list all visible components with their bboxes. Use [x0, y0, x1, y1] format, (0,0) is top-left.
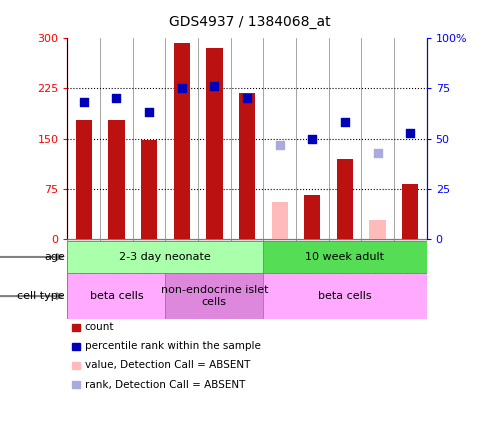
Bar	[67, 241, 263, 273]
Point	[211, 83, 219, 90]
Point	[178, 85, 186, 92]
Text: GSM1146036: GSM1146036	[243, 246, 251, 306]
Bar	[271, 202, 288, 239]
Bar	[337, 159, 353, 239]
Text: age: age	[44, 252, 65, 262]
Point	[341, 119, 349, 126]
Text: beta cells: beta cells	[89, 291, 143, 301]
Bar	[402, 184, 419, 239]
Bar	[75, 120, 92, 239]
Bar	[369, 220, 386, 239]
Bar	[174, 43, 190, 239]
Point	[275, 141, 283, 148]
Bar	[206, 48, 223, 239]
Text: beta cells: beta cells	[318, 291, 372, 301]
Bar	[198, 239, 231, 294]
Bar	[133, 239, 165, 294]
Text: GSM1146033: GSM1146033	[145, 246, 154, 306]
Text: GDS4937 / 1384068_at: GDS4937 / 1384068_at	[169, 15, 330, 29]
Text: GSM1146034: GSM1146034	[177, 246, 186, 306]
Point	[112, 95, 120, 102]
Point	[406, 129, 414, 136]
Bar	[67, 273, 165, 319]
Bar	[329, 239, 361, 294]
Text: GSM1146026: GSM1146026	[275, 246, 284, 306]
Bar	[67, 239, 100, 294]
Text: GSM1146029: GSM1146029	[373, 246, 382, 306]
Text: 2-3 day neonate: 2-3 day neonate	[119, 252, 211, 262]
Bar	[304, 195, 320, 239]
Bar	[165, 273, 263, 319]
Point	[308, 135, 316, 142]
Text: GSM1146027: GSM1146027	[308, 246, 317, 306]
Bar	[108, 120, 125, 239]
Text: cell type: cell type	[17, 291, 65, 301]
Text: GSM1146031: GSM1146031	[79, 246, 88, 306]
Text: value, Detection Call = ABSENT: value, Detection Call = ABSENT	[85, 360, 250, 371]
Bar	[165, 239, 198, 294]
Bar	[263, 273, 427, 319]
Bar	[263, 241, 427, 273]
Bar	[141, 140, 157, 239]
Bar	[394, 239, 427, 294]
Point	[80, 99, 88, 106]
Text: rank, Detection Call = ABSENT: rank, Detection Call = ABSENT	[85, 379, 245, 390]
Bar	[263, 239, 296, 294]
Bar	[231, 239, 263, 294]
Text: GSM1146035: GSM1146035	[210, 246, 219, 306]
Bar	[361, 239, 394, 294]
Text: non-endocrine islet
cells: non-endocrine islet cells	[161, 285, 268, 307]
Text: GSM1146030: GSM1146030	[406, 246, 415, 306]
Point	[145, 109, 153, 116]
Point	[374, 149, 382, 156]
Text: count: count	[85, 322, 114, 332]
Text: GSM1146028: GSM1146028	[340, 246, 349, 306]
Text: percentile rank within the sample: percentile rank within the sample	[85, 341, 260, 352]
Text: 10 week adult: 10 week adult	[305, 252, 385, 262]
Bar	[296, 239, 329, 294]
Bar	[239, 93, 255, 239]
Text: GSM1146032: GSM1146032	[112, 246, 121, 306]
Bar	[100, 239, 133, 294]
Point	[243, 95, 251, 102]
